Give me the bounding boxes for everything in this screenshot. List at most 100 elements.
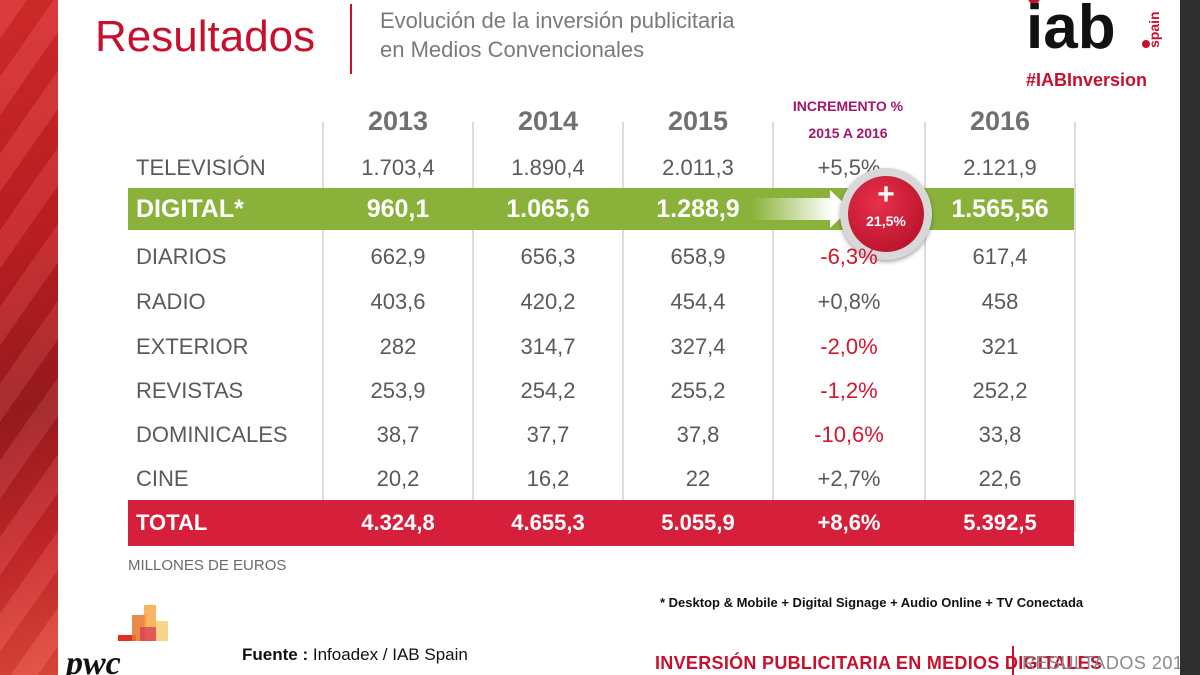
decorative-red-band — [0, 0, 58, 675]
table-row-cine: CINE 20,2 16,2 22 +2,7% 22,6 — [128, 459, 1074, 499]
table-row-exterior: EXTERIOR 282 314,7 327,4 -2,0% 321 — [128, 327, 1074, 367]
row-label: TELEVISIÓN — [136, 155, 266, 180]
pwc-logo-text: pwc — [66, 645, 121, 675]
cell-2015: 454,4 — [670, 289, 726, 314]
cell-2013: 403,6 — [370, 289, 426, 314]
subtitle-line-1: Evolución de la inversión publicitaria — [380, 8, 735, 33]
footer-divider — [1012, 646, 1014, 675]
cell-2013: 20,2 — [376, 466, 420, 491]
header-2014: 2014 — [517, 105, 579, 136]
footnote: * Desktop & Mobile + Digital Signage + A… — [660, 595, 1084, 610]
growth-badge — [848, 176, 924, 252]
increment-header-line-2: 2015 A 2016 — [808, 125, 888, 141]
column-divider — [924, 122, 926, 532]
column-divider — [472, 122, 474, 532]
cell-2014: 16,2 — [526, 466, 570, 491]
table-row-radio: RADIO 403,6 420,2 454,4 +0,8% 458 — [128, 282, 1074, 322]
growth-badge-plus: + — [877, 178, 895, 211]
iab-spain-logo: iab spain — [1026, 0, 1162, 60]
cell-2013: 4.324,8 — [361, 510, 435, 535]
cell-2016: 5.392,5 — [963, 510, 1037, 535]
increment-header-line-1: INCREMENTO % — [792, 98, 904, 114]
table-row-digital: DIGITAL* 960,1 1.065,6 1.288,9 1.565,56 — [128, 188, 1074, 230]
cell-increment: +2,7% — [817, 466, 881, 491]
right-edge-frame — [1180, 0, 1200, 675]
row-label: RADIO — [136, 289, 206, 314]
cell-2015: 5.055,9 — [661, 510, 735, 535]
cell-2013: 1.703,4 — [361, 155, 435, 180]
units-note: MILLONES DE EUROS — [128, 557, 287, 574]
cell-2014: 1.065,6 — [506, 194, 590, 223]
row-label: TOTAL — [136, 510, 208, 535]
cell-2015: 22 — [685, 466, 711, 491]
cell-2015: 37,8 — [676, 422, 720, 447]
row-label: DIGITAL* — [136, 194, 244, 223]
cell-increment: -6,3% — [820, 244, 878, 269]
column-divider — [772, 122, 774, 532]
header-2013: 2013 — [367, 105, 429, 136]
cell-2015: 658,9 — [670, 244, 726, 269]
row-label: DOMINICALES — [136, 422, 288, 447]
cell-2016: 22,6 — [978, 466, 1022, 491]
cell-2015: 1.288,9 — [656, 194, 740, 223]
source-note: Fuente : Infoadex / IAB Spain — [242, 645, 468, 665]
cell-2014: 1.890,4 — [511, 155, 585, 180]
cell-2014: 254,2 — [520, 378, 576, 403]
cell-2015: 327,4 — [670, 334, 726, 359]
cell-2015: 2.011,3 — [662, 155, 734, 180]
cell-2016: 458 — [981, 289, 1019, 314]
column-divider — [622, 122, 624, 532]
page-subtitle: Evolución de la inversión publicitaria e… — [380, 6, 735, 64]
table-row-dominicales: DOMINICALES 38,7 37,7 37,8 -10,6% 33,8 — [128, 415, 1074, 455]
header-2015: 2015 — [667, 105, 729, 136]
cell-2015: 255,2 — [670, 378, 726, 403]
cell-2013: 662,9 — [370, 244, 426, 269]
column-divider — [322, 122, 324, 532]
column-divider — [1074, 122, 1076, 532]
source-value: Infoadex / IAB Spain — [312, 645, 468, 664]
cell-2014: 656,3 — [520, 244, 576, 269]
cell-2013: 282 — [379, 334, 417, 359]
table-row-television: TELEVISIÓN 1.703,4 1.890,4 2.011,3 +5,5%… — [128, 148, 1074, 188]
cell-increment: -1,2% — [820, 378, 878, 403]
cell-increment: +8,6% — [817, 510, 881, 535]
cell-2014: 37,7 — [526, 422, 570, 447]
cell-2014: 314,7 — [520, 334, 576, 359]
iab-logo-suffix: spain — [1146, 11, 1162, 48]
growth-arrow-shaft — [752, 198, 832, 220]
source-label: Fuente : — [242, 645, 309, 664]
cell-2016: 617,4 — [972, 244, 1028, 269]
cell-2013: 960,1 — [366, 194, 430, 223]
cell-2016: 321 — [981, 334, 1019, 359]
header-2016: 2016 — [969, 105, 1031, 136]
cell-2014: 4.655,3 — [511, 510, 585, 535]
cell-2016: 2.121,9 — [963, 155, 1037, 180]
table-row-total: TOTAL 4.324,8 4.655,3 5.055,9 +8,6% 5.39… — [128, 500, 1074, 546]
table-row-revistas: REVISTAS 253,9 254,2 255,2 -1,2% 252,2 — [128, 371, 1074, 411]
cell-2013: 38,7 — [376, 422, 420, 447]
cell-2014: 420,2 — [520, 289, 576, 314]
row-label: CINE — [136, 466, 189, 491]
cell-2016: 1.565,56 — [951, 194, 1049, 223]
increment-header: INCREMENTO % 2015 A 2016 — [772, 93, 924, 147]
footer-results: RESULTADOS 2016 — [1022, 653, 1194, 673]
page-title: Resultados — [95, 12, 316, 61]
subtitle-line-2: en Medios Convencionales — [380, 37, 645, 62]
cell-2016: 33,8 — [978, 422, 1022, 447]
row-label: DIARIOS — [136, 244, 227, 269]
row-label: EXTERIOR — [136, 334, 249, 359]
title-divider — [350, 4, 352, 74]
cell-2016: 252,2 — [972, 378, 1028, 403]
cell-increment: -2,0% — [820, 334, 878, 359]
cell-increment: +0,8% — [817, 289, 881, 314]
growth-badge-percent: 21,5% — [866, 213, 906, 229]
table-row-diarios: DIARIOS 662,9 656,3 658,9 -6,3% 617,4 — [128, 237, 1074, 277]
row-label: REVISTAS — [136, 378, 244, 403]
cell-increment: -10,6% — [814, 422, 884, 447]
cell-2013: 253,9 — [370, 378, 426, 403]
hashtag: #IABInversion — [1026, 70, 1148, 90]
iab-logo-text: iab — [1026, 0, 1116, 60]
footer-banner: INVERSIÓN PUBLICITARIA EN MEDIOS DIGITAL… — [655, 653, 1103, 673]
pwc-logo-blocks — [118, 605, 168, 641]
